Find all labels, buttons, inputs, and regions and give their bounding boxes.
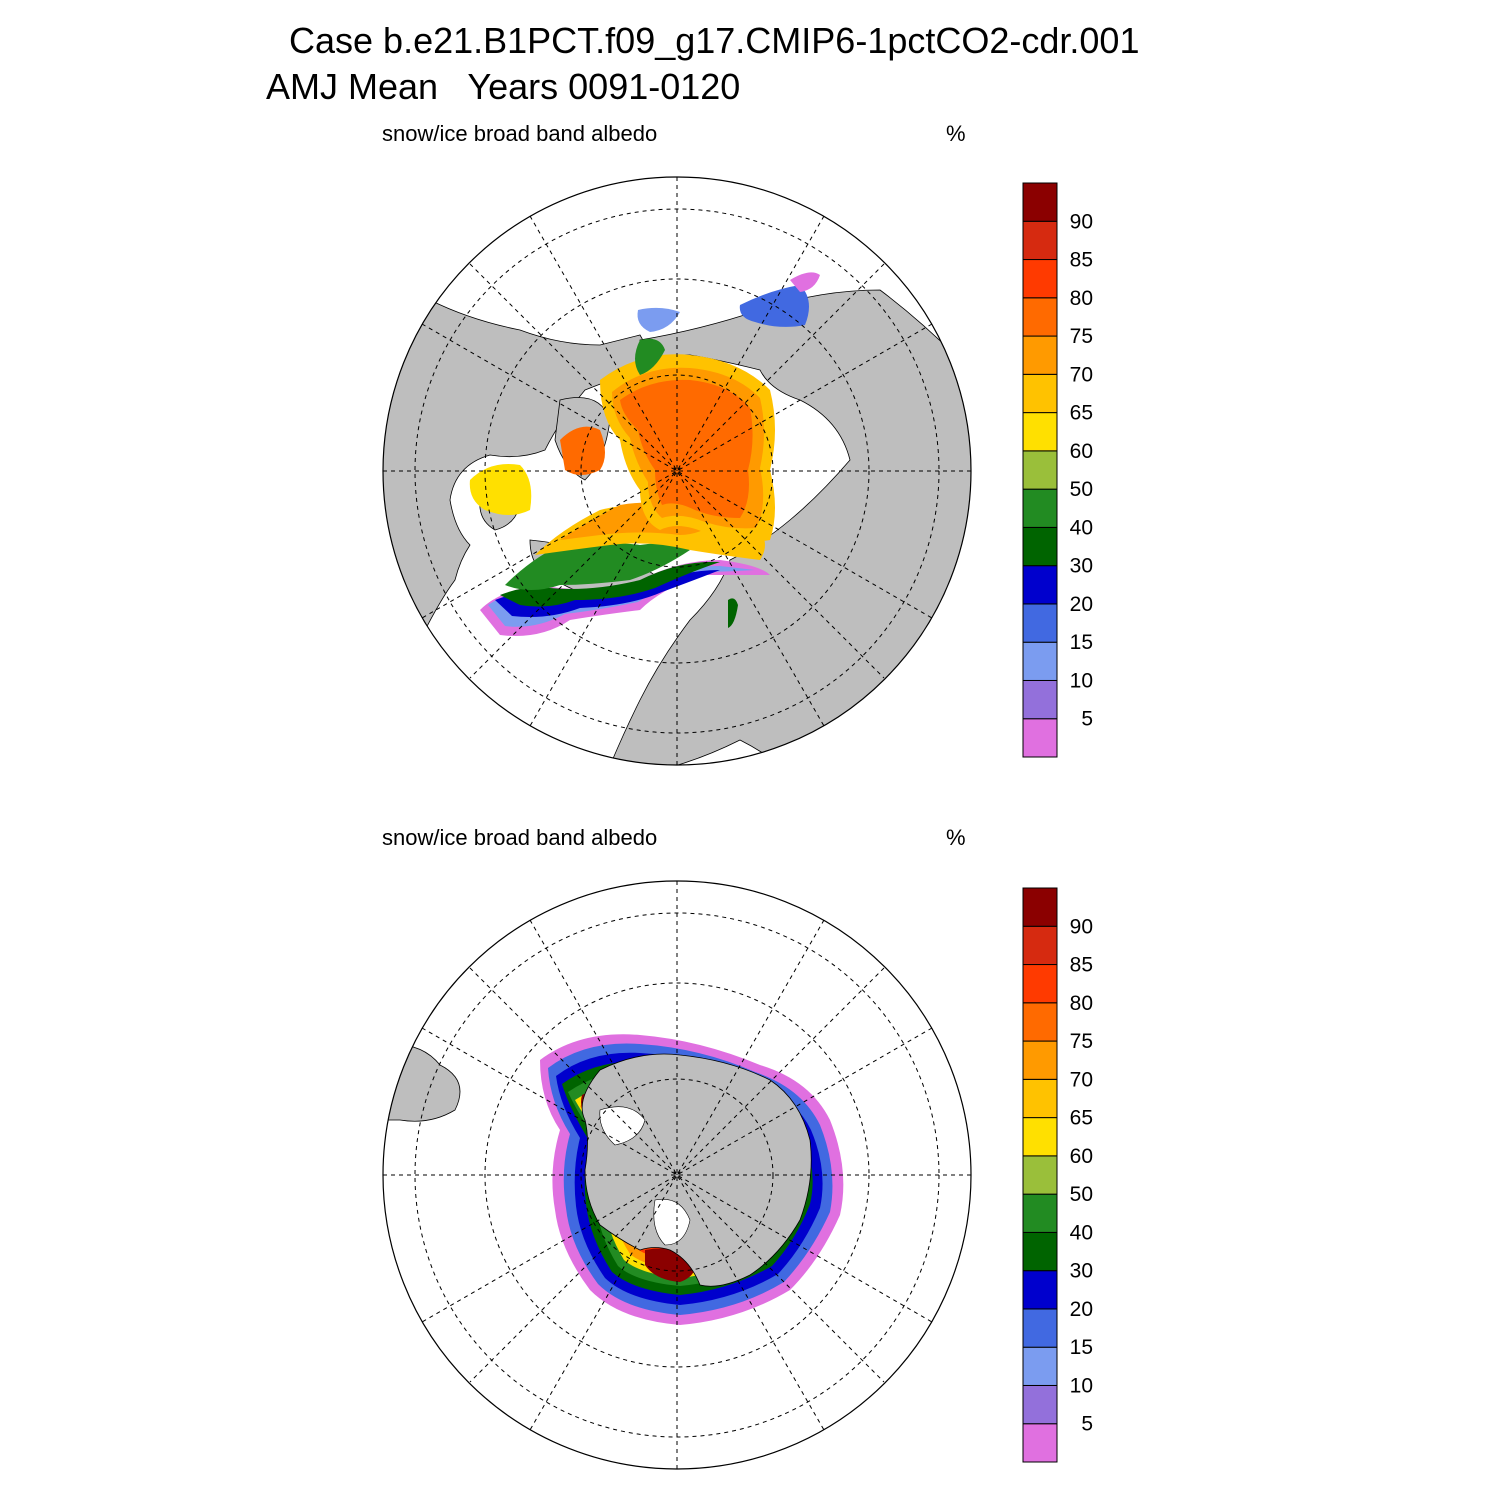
south-colorbar-label: 60	[1070, 1145, 1093, 1168]
north-ice-field	[469, 272, 820, 636]
plot-subtitle: AMJ Mean Years 0091-0120	[266, 66, 741, 107]
south-colorbar-label: 75	[1070, 1030, 1093, 1053]
north-colorbar-swatch	[1022, 718, 1058, 758]
antarctica-land	[581, 1053, 812, 1287]
north-map-border	[382, 176, 972, 766]
north-colorbar-label: 20	[1070, 593, 1093, 616]
north-colorbar-label: 90	[1070, 210, 1093, 233]
south-colorbar-swatch	[1022, 964, 1058, 1004]
south-colorbar-swatch	[1022, 1155, 1058, 1195]
south-colorbar-label: 85	[1070, 954, 1093, 977]
north-colorbar-label: 75	[1070, 325, 1093, 348]
south-colorbar-swatch	[1022, 1117, 1058, 1157]
north-colorbar-label: 30	[1070, 555, 1093, 578]
weddell-ice-shelf	[599, 1106, 646, 1146]
north-colorbar-swatch	[1022, 450, 1058, 490]
south-colorbar-swatch	[1022, 1078, 1058, 1119]
north-colorbar-label: 15	[1070, 631, 1093, 654]
north-colorbar-swatch	[1022, 373, 1058, 414]
north-colorbar-swatch	[1022, 565, 1058, 605]
north-colorbar-label: 70	[1070, 363, 1093, 386]
north-colorbar-label: 5	[1081, 708, 1093, 731]
south-colorbar-swatch	[1022, 1002, 1058, 1042]
north-colorbar-swatch	[1022, 297, 1058, 337]
south-colorbar-label: 90	[1070, 915, 1093, 938]
north-colorbar-label: 10	[1070, 669, 1093, 692]
ross-ice-shelf	[653, 1198, 691, 1246]
south-graticule	[383, 881, 971, 1469]
south-units-label: %	[946, 825, 966, 850]
north-colorbar-swatch	[1022, 259, 1058, 299]
north-colorbar-swatch	[1022, 182, 1058, 222]
north-colorbar-swatch	[1022, 679, 1058, 720]
north-colorbar-swatch	[1022, 220, 1058, 261]
south-polar-map	[382, 880, 972, 1470]
south-colorbar-swatch	[1022, 1270, 1058, 1310]
north-colorbar-label: 60	[1070, 440, 1093, 463]
north-graticule	[383, 177, 971, 765]
south-colorbar-label: 5	[1081, 1413, 1093, 1436]
north-variable-label: snow/ice broad band albedo	[382, 121, 658, 146]
north-colorbar-swatch	[1022, 488, 1058, 528]
south-colorbar-swatch	[1022, 887, 1058, 927]
north-colorbar-label: 65	[1070, 402, 1093, 425]
south-colorbar-label: 10	[1070, 1374, 1093, 1397]
south-colorbar-label: 30	[1070, 1260, 1093, 1283]
north-colorbar-swatch	[1022, 641, 1058, 681]
plot-title: Case b.e21.B1PCT.f09_g17.CMIP6-1pctCO2-c…	[289, 20, 1140, 61]
north-colorbar-swatch	[1022, 412, 1058, 452]
south-colorbar-swatch	[1022, 1384, 1058, 1425]
south-colorbar-swatch	[1022, 1231, 1058, 1272]
south-colorbar-swatch	[1022, 1193, 1058, 1233]
south-colorbar-swatch	[1022, 1308, 1058, 1348]
north-colorbar-label: 80	[1070, 287, 1093, 310]
south-colorbar-label: 20	[1070, 1298, 1093, 1321]
north-colorbar-swatch	[1022, 335, 1058, 375]
south-colorbar-label: 70	[1070, 1068, 1093, 1091]
north-colorbar-swatch	[1022, 603, 1058, 643]
north-colorbar-label: 85	[1070, 249, 1093, 272]
south-colorbar-label: 80	[1070, 992, 1093, 1015]
north-colorbar-label: 50	[1070, 478, 1093, 501]
south-colorbar-label: 50	[1070, 1183, 1093, 1206]
south-colorbar-label: 65	[1070, 1107, 1093, 1130]
south-colorbar-label: 40	[1070, 1221, 1093, 1244]
south-variable-label: snow/ice broad band albedo	[382, 825, 658, 850]
north-polar-map	[382, 176, 972, 766]
south-map-border	[382, 880, 972, 1470]
north-colorbar-swatch	[1022, 526, 1058, 567]
south-colorbar-swatch	[1022, 1423, 1058, 1463]
south-colorbar-swatch	[1022, 1040, 1058, 1080]
north-units-label: %	[946, 121, 966, 146]
south-colorbar-swatch	[1022, 1346, 1058, 1386]
north-colorbar-label: 40	[1070, 516, 1093, 539]
south-colorbar-label: 15	[1070, 1336, 1093, 1359]
south-colorbar-swatch	[1022, 925, 1058, 966]
